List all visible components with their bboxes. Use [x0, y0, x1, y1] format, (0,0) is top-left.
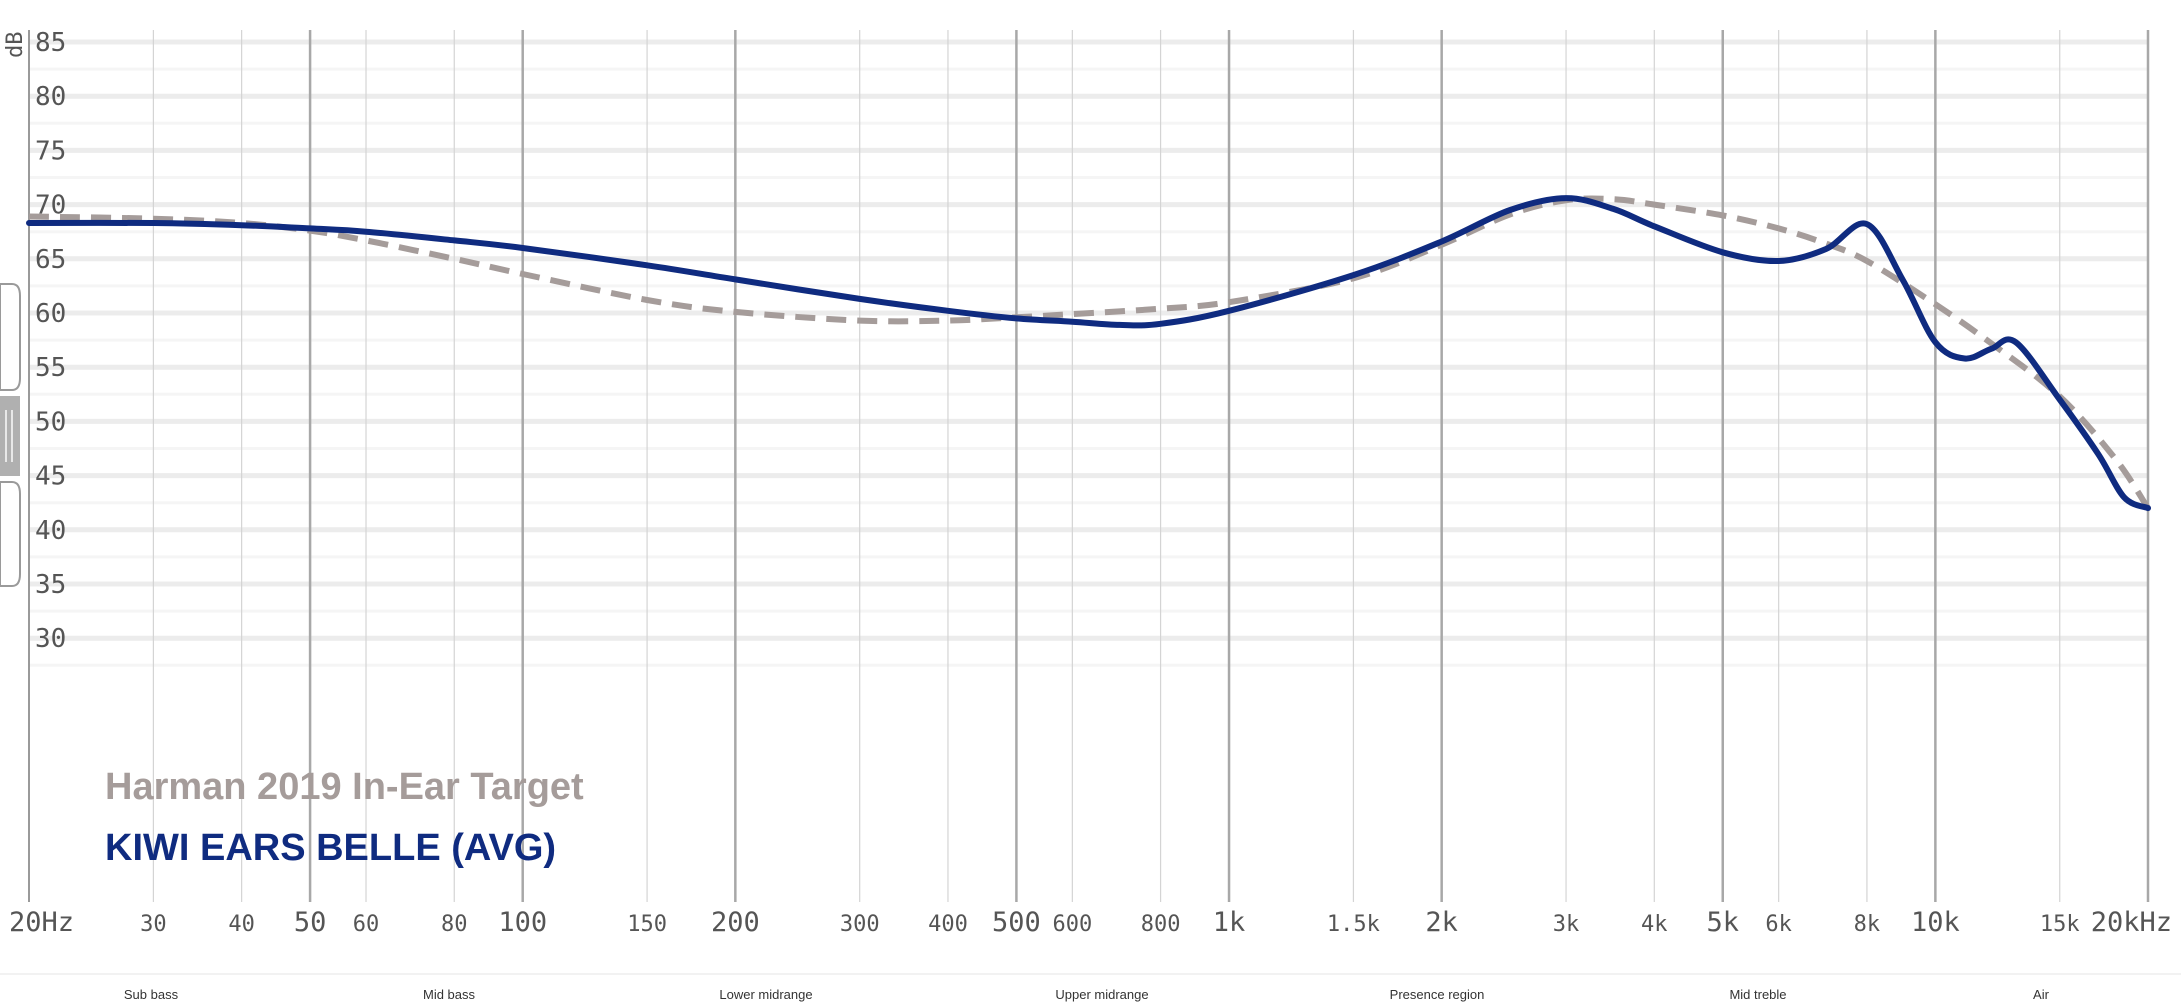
x-tick-label: 80: [441, 912, 468, 937]
frequency-bands: Sub bass Mid bass Lower midrange Upper midr…: [124, 987, 2050, 1002]
scale-slider-handle[interactable]: [0, 283, 21, 587]
x-tick-label: 8k: [1854, 912, 1881, 937]
band-label: Presence region: [1390, 987, 1485, 1002]
x-tick-label: 10k: [1911, 907, 1960, 938]
y-tick-label: 65: [35, 245, 66, 275]
y-axis-unit: dB: [3, 32, 28, 59]
x-tick-label: 50: [294, 907, 327, 938]
x-tick-label: 1.5k: [1327, 912, 1380, 937]
x-tick-label: 20Hz: [9, 907, 74, 938]
x-tick-label: 1k: [1213, 907, 1246, 938]
target-curve: [28, 195, 2151, 510]
x-tick-label: 60: [353, 912, 380, 937]
band-label: Mid treble: [1729, 987, 1786, 1002]
x-tick-label: 2k: [1425, 907, 1458, 938]
band-label: Air: [2033, 987, 2050, 1002]
curves: [26, 195, 2151, 512]
x-tick-label: 100: [498, 907, 547, 938]
x-tick-label: 3k: [1553, 912, 1580, 937]
x-axis-ticks: 20Hz 30 40 50 60 80 100 150 200 300 400 500 600 800 1k…: [9, 907, 2172, 938]
y-tick-label: 45: [35, 462, 66, 492]
device-curve: [26, 195, 2151, 512]
vertical-grid: [152, 30, 2150, 902]
x-tick-label: 5k: [1706, 907, 1739, 938]
y-tick-label: 80: [35, 82, 66, 112]
y-tick-label: 30: [35, 624, 66, 654]
x-tick-label: 500: [992, 907, 1041, 938]
band-label: Mid bass: [423, 987, 476, 1002]
x-tick-label: 30: [140, 912, 167, 937]
legend-target-label: Harman 2019 In-Ear Target: [105, 766, 584, 808]
y-tick-label: 60: [35, 299, 66, 329]
x-tick-label: 40: [228, 912, 255, 937]
x-tick-label: 300: [840, 912, 880, 937]
legend-device-label: KIWI EARS BELLE (AVG): [105, 827, 556, 869]
y-tick-label: 35: [35, 570, 66, 600]
y-tick-label: 40: [35, 516, 66, 546]
x-tick-label: 15k: [2040, 912, 2080, 937]
x-tick-label: 150: [627, 912, 667, 937]
x-tick-label: 600: [1052, 912, 1092, 937]
band-label: Upper midrange: [1055, 987, 1148, 1002]
horizontal-grid: [29, 39, 2148, 667]
y-tick-label: 75: [35, 136, 66, 166]
x-tick-label: 400: [928, 912, 968, 937]
x-tick-label: 6k: [1765, 912, 1792, 937]
y-tick-label: 55: [35, 353, 66, 383]
x-tick-label: 4k: [1641, 912, 1668, 937]
y-tick-label: 85: [35, 28, 66, 58]
x-tick-label: 800: [1141, 912, 1181, 937]
x-tick-label: 200: [711, 907, 760, 938]
band-label: Lower midrange: [719, 987, 812, 1002]
x-tick-label: 20kHz: [2091, 907, 2172, 938]
y-tick-label: 50: [35, 407, 66, 437]
band-label: Sub bass: [124, 987, 179, 1002]
